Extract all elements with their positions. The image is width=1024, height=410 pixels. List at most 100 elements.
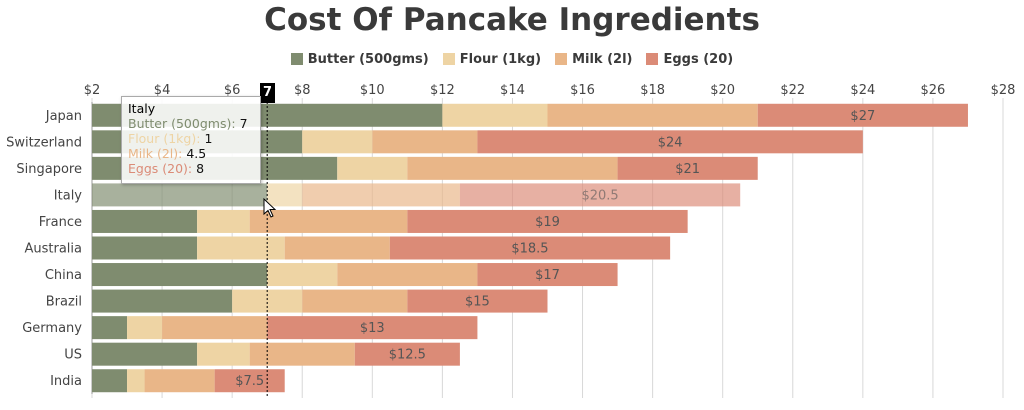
bar-segment: [407, 156, 618, 180]
y-category-label: India: [50, 374, 82, 389]
total-data-label: $15: [465, 295, 490, 310]
legend-label: Flour (1kg): [459, 51, 542, 67]
x-tick-label: $28: [991, 83, 1016, 98]
x-tick-label: $6: [224, 83, 241, 98]
total-data-label: $24: [658, 135, 683, 150]
total-data-label: $19: [535, 215, 560, 230]
x-tick-label: $8: [294, 83, 311, 98]
y-category-label: Brazil: [46, 295, 82, 310]
bar-segment: [442, 103, 548, 127]
legend-swatch: [442, 53, 455, 65]
legend-label: Milk (2l): [572, 51, 633, 67]
bar-segment: [757, 103, 968, 127]
bar-segment: [197, 236, 285, 260]
bar-segment: [459, 183, 741, 207]
mouse-cursor-icon: [263, 197, 277, 218]
x-tick-label: $4: [154, 83, 171, 98]
x-tick-label: $20: [710, 83, 735, 98]
x-tick-label: $14: [500, 83, 525, 98]
bar-segment: [92, 183, 268, 207]
x-tick-label: $26: [921, 83, 946, 98]
bar-segment: [197, 209, 250, 233]
legend-item[interactable]: Eggs (20): [646, 52, 733, 67]
total-data-label: $27: [850, 109, 875, 124]
legend-swatch: [290, 53, 303, 65]
tooltip-value: 8: [196, 161, 205, 176]
x-tick-label: $12: [430, 83, 455, 98]
legend-swatch: [555, 53, 568, 65]
x-tick-label: $24: [850, 83, 875, 98]
bar-segment: [302, 130, 373, 154]
y-category-label: France: [39, 215, 82, 230]
tooltip-value: 1: [204, 131, 213, 146]
total-data-label: $12.5: [389, 348, 426, 363]
legend-label: Eggs (20): [663, 51, 734, 67]
legend-swatch: [646, 53, 659, 65]
x-tick-label: $16: [570, 83, 595, 98]
bar-segment: [267, 263, 338, 287]
tooltip-label: Flour (1kg):: [128, 131, 201, 146]
legend-item[interactable]: Butter (500gms): [290, 51, 429, 67]
tooltip: Italy Butter (500gms): 7 Flour (1kg): 1 Mi…: [121, 96, 261, 184]
bar-segment: [92, 369, 128, 393]
tooltip-label: Eggs (20):: [128, 161, 193, 176]
bar-segment: [92, 236, 198, 260]
bar-segment: [249, 342, 355, 366]
bar-segment: [144, 369, 215, 393]
tooltip-row-flour: Flour (1kg): 1: [128, 131, 254, 146]
total-data-label: $7.5: [235, 374, 264, 389]
y-category-label: US: [64, 348, 82, 363]
bar-segment: [477, 263, 618, 287]
bar-segment: [232, 289, 303, 313]
bar-segment: [92, 289, 233, 313]
bar-segment: [302, 289, 408, 313]
legend-item[interactable]: Milk (2l): [555, 52, 632, 67]
x-tick-label: $2: [84, 83, 101, 98]
x-tick-label: $10: [360, 83, 385, 98]
legend-item[interactable]: Flour (1kg): [442, 51, 542, 67]
y-category-label: Italy: [54, 188, 83, 203]
bar-segment: [267, 316, 478, 340]
tooltip-label: Butter (500gms):: [128, 116, 236, 131]
bar-segment: [302, 183, 460, 207]
total-data-label: $17: [535, 268, 560, 283]
bar-segment: [337, 263, 478, 287]
y-category-label: Germany: [22, 321, 82, 336]
y-category-label: Singapore: [16, 162, 82, 177]
bar-segment: [92, 209, 198, 233]
bar-segment: [477, 130, 863, 154]
legend-label: Butter (500gms): [307, 51, 429, 67]
bar-segment: [617, 156, 758, 180]
bar-segment: [267, 183, 303, 207]
tooltip-row-milk: Milk (2l): 4.5: [128, 146, 254, 161]
tooltip-title: Italy: [128, 101, 156, 116]
y-category-label: Japan: [45, 109, 82, 124]
bar-segment: [407, 209, 688, 233]
x-tick-label: $22: [780, 83, 805, 98]
total-data-label: $21: [675, 162, 700, 177]
tooltip-value: 7: [239, 116, 248, 131]
bar-segment: [127, 369, 145, 393]
tooltip-row-butter: Butter (500gms): 7: [128, 116, 254, 131]
y-category-label: Australia: [24, 242, 82, 257]
bar-segment: [372, 130, 478, 154]
bar-segment: [197, 342, 250, 366]
bar-segment: [249, 209, 408, 233]
bar-segment: [92, 263, 268, 287]
legend: Butter (500gms) Flour (1kg) Milk (2l) Eggs …: [0, 49, 1024, 69]
bar-segment: [162, 316, 268, 340]
bar-segment: [337, 156, 408, 180]
bar-segment: [92, 316, 128, 340]
crosshair-value-badge: 7: [260, 83, 275, 103]
total-data-label: $13: [360, 321, 385, 336]
bar-segment: [127, 316, 163, 340]
total-data-label: $20.5: [581, 188, 618, 203]
bar-segment: [92, 342, 198, 366]
chart-title: Cost Of Pancake Ingredients: [264, 2, 760, 38]
bar-segment: [547, 103, 758, 127]
total-data-label: $18.5: [511, 242, 548, 257]
tooltip-value: 4.5: [186, 146, 207, 161]
bar-segment: [389, 236, 671, 260]
y-category-label: Switzerland: [6, 135, 82, 150]
